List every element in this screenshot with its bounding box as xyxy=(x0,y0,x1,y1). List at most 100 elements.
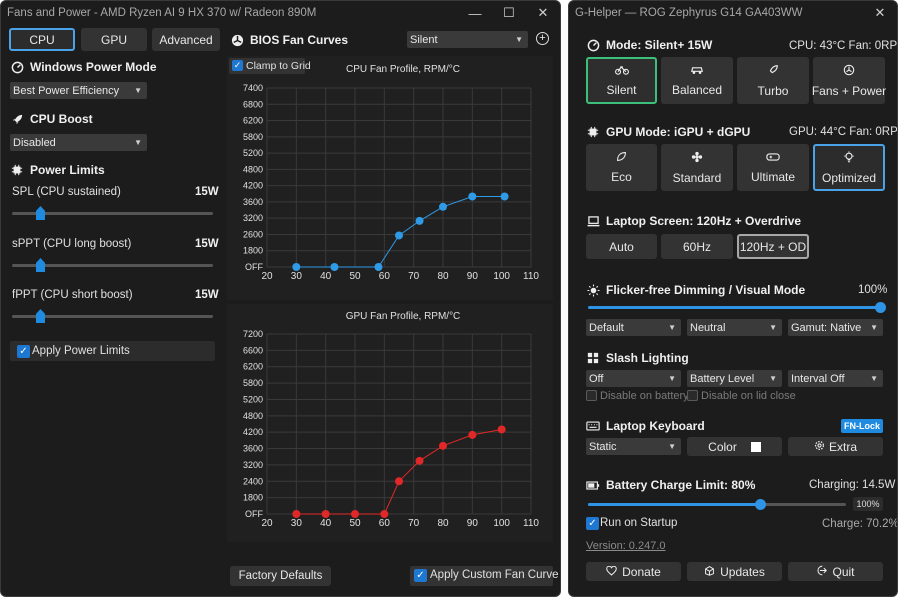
chevron-down-icon: ▼ xyxy=(668,374,676,383)
battery-charge-title: Battery Charge Limit: 80% xyxy=(606,478,756,492)
gamut-select[interactable]: Gamut: Native ▼ xyxy=(788,319,883,336)
disable-on-lid-close-checkbox[interactable] xyxy=(687,390,698,401)
slash-pattern-select[interactable]: Battery Level ▼ xyxy=(687,370,782,387)
factory-defaults-button[interactable]: Factory Defaults xyxy=(230,566,331,586)
mode-silent-label: Silent xyxy=(606,83,637,97)
gpu-eco-button[interactable]: Eco xyxy=(586,144,657,191)
gpu-fan-chart-svg[interactable]: GPU Fan Profile, RPM/°C OFF 1800 2400 3200 36… xyxy=(227,304,553,542)
sppt-slider-track[interactable] xyxy=(12,264,213,267)
mode-header: Mode: Silent+ 15W xyxy=(586,38,712,52)
screen-60hz-button[interactable]: 60Hz xyxy=(661,234,733,259)
keyboard-extra-button[interactable]: Extra xyxy=(788,437,883,456)
donate-button[interactable]: Donate xyxy=(586,562,681,581)
fppt-slider-thumb[interactable] xyxy=(36,309,45,323)
apply-custom-fan-curve-row[interactable]: ✓ Apply Custom Fan Curve xyxy=(410,566,558,586)
rocket-icon xyxy=(10,112,24,126)
slash-mode-value: Off xyxy=(589,372,604,385)
chip-icon xyxy=(10,163,24,177)
quit-button[interactable]: Quit xyxy=(788,562,883,581)
apply-power-limits-row[interactable]: ✓ Apply Power Limits xyxy=(10,341,215,361)
tab-advanced[interactable]: Advanced xyxy=(152,28,220,51)
y-tick-label: 4800 xyxy=(243,411,263,421)
laptop-keyboard-title: Laptop Keyboard xyxy=(606,419,705,433)
mode-silent-button[interactable]: Silent xyxy=(586,57,657,104)
dimming-slider-thumb[interactable] xyxy=(875,302,886,313)
gpu-standard-button[interactable]: Standard xyxy=(661,144,733,191)
apply-custom-fan-curve-checkbox[interactable]: ✓ xyxy=(414,569,427,582)
y-tick-label: 7400 xyxy=(243,83,263,93)
y-tick-label: OFF xyxy=(245,262,263,272)
dimming-slider-track[interactable] xyxy=(588,306,879,309)
run-on-startup-checkbox[interactable]: ✓ xyxy=(586,517,599,530)
dimming-title: Flicker-free Dimming / Visual Mode xyxy=(606,283,806,297)
battery-icon xyxy=(586,478,600,492)
gpu-fan-chart[interactable]: GPU Fan Profile, RPM/°C OFF 1800 2400 3200 36… xyxy=(227,304,553,542)
x-tick-label: 70 xyxy=(408,518,420,529)
x-tick-label: 60 xyxy=(379,518,391,529)
g-helper-window: G-Helper — ROG Zephyrus G14 GA403WW ✕ Mo… xyxy=(568,0,898,597)
tab-gpu[interactable]: GPU xyxy=(81,28,147,51)
fan-curve-point xyxy=(395,477,403,486)
screen-auto-button[interactable]: Auto xyxy=(586,234,657,259)
sppt-label: sPPT (CPU long boost) xyxy=(12,238,132,250)
keyboard-color-button[interactable]: Color xyxy=(687,437,782,456)
keyboard-mode-value: Static xyxy=(589,440,617,453)
apply-power-limits-checkbox[interactable]: ✓ xyxy=(17,345,30,358)
maximize-button[interactable]: ☐ xyxy=(503,5,515,20)
gear-icon xyxy=(814,440,825,454)
cpu-fan-chart[interactable]: CPU Fan Profile, RPM/°C OFF 1800 2600 3200 36… xyxy=(227,56,553,300)
clamp-to-grid-row[interactable]: ✓ Clamp to Grid xyxy=(229,58,311,74)
titlebar: Fans and Power - AMD Ryzen AI 9 HX 370 w… xyxy=(1,1,560,25)
sppt-slider-thumb[interactable] xyxy=(36,258,45,272)
y-tick-label: 2600 xyxy=(243,229,263,239)
y-tick-label: 6800 xyxy=(243,99,263,109)
version-link[interactable]: Version: 0.247.0 xyxy=(586,540,666,552)
close-button[interactable]: ✕ xyxy=(874,5,886,20)
chevron-down-icon: ▼ xyxy=(870,374,878,383)
clamp-to-grid-checkbox[interactable]: ✓ xyxy=(232,60,243,71)
tab-cpu[interactable]: CPU xyxy=(9,28,75,51)
chart-title: CPU Fan Profile, RPM/°C xyxy=(346,64,460,75)
spl-slider-thumb[interactable] xyxy=(36,206,45,220)
disable-on-battery-checkbox[interactable] xyxy=(586,390,597,401)
y-tick-label: 6200 xyxy=(243,362,263,372)
mode-balanced-button[interactable]: Balanced xyxy=(661,57,733,104)
add-profile-button[interactable]: + xyxy=(536,32,549,45)
y-tick-label: 3600 xyxy=(243,444,263,454)
cpu-boost-select[interactable]: Disabled ▼ xyxy=(10,134,147,151)
windows-power-mode-select[interactable]: Best Power Efficiency ▼ xyxy=(10,82,147,99)
mode-fans-power-button[interactable]: Fans + Power xyxy=(812,57,886,104)
chart-title: GPU Fan Profile, RPM/°C xyxy=(346,311,461,322)
fan-curve-line xyxy=(296,195,505,268)
gpu-optimized-label: Optimized xyxy=(821,170,877,185)
x-tick-label: 40 xyxy=(320,271,332,282)
color-temp-select[interactable]: Neutral ▼ xyxy=(687,319,782,336)
visual-mode-select[interactable]: Default ▼ xyxy=(586,319,681,336)
screen-120hz-od-button[interactable]: 120Hz + OD xyxy=(737,234,809,259)
fn-lock-badge[interactable]: FN-Lock xyxy=(841,419,883,433)
updates-button[interactable]: Updates xyxy=(687,562,782,581)
grid-icon xyxy=(586,351,600,365)
x-tick-label: 50 xyxy=(349,271,361,282)
gpu-standard-label: Standard xyxy=(672,170,722,185)
rocket-icon xyxy=(767,64,779,79)
minimize-button[interactable]: — xyxy=(468,5,482,21)
fan-mode-select[interactable]: Silent ▼ xyxy=(407,31,528,48)
gamut-value: Gamut: Native xyxy=(791,321,862,334)
fppt-slider-track[interactable] xyxy=(12,315,213,318)
power-limits-header: Power Limits xyxy=(10,163,105,177)
close-button[interactable]: ✕ xyxy=(537,5,549,20)
x-tick-label: 50 xyxy=(349,518,361,529)
gpu-ultimate-button[interactable]: Ultimate xyxy=(737,144,809,191)
mode-turbo-button[interactable]: Turbo xyxy=(737,57,809,104)
fan-curve-point xyxy=(292,263,301,271)
keyboard-mode-select[interactable]: Static ▼ xyxy=(586,438,681,455)
fan-curve-point xyxy=(500,192,509,201)
slash-mode-select[interactable]: Off ▼ xyxy=(586,370,681,387)
spl-slider-track[interactable] xyxy=(12,212,213,215)
slash-interval-select[interactable]: Interval Off ▼ xyxy=(788,370,883,387)
cpu-fan-chart-svg[interactable]: CPU Fan Profile, RPM/°C OFF 1800 2600 3200 36… xyxy=(227,56,553,300)
gpu-optimized-button[interactable]: Optimized xyxy=(813,144,885,191)
bios-fan-curves-header: BIOS Fan Curves xyxy=(230,33,348,47)
battery-slider-thumb[interactable] xyxy=(755,499,766,510)
